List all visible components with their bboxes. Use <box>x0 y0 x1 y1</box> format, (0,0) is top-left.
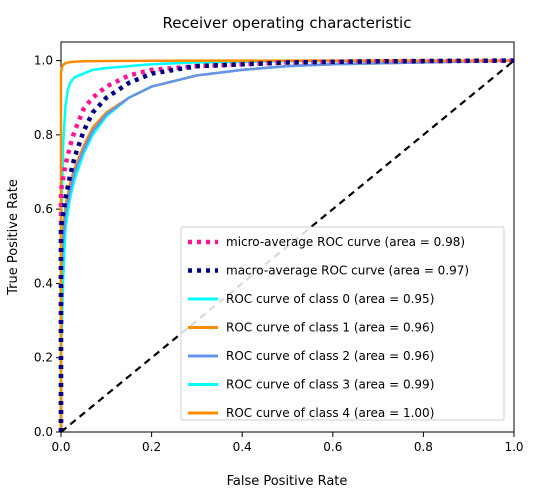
legend-label-0: micro-average ROC curve (area = 0.98) <box>226 235 465 249</box>
series-line-0 <box>58 58 515 432</box>
x-tick-label: 0.2 <box>142 440 161 454</box>
legend-label-2: ROC curve of class 0 (area = 0.95) <box>226 292 434 306</box>
y-tick-label: 0.2 <box>34 351 53 365</box>
legend-entries: micro-average ROC curve (area = 0.98) mac… <box>188 235 469 420</box>
legend-label-3: ROC curve of class 1 (area = 0.96) <box>226 321 434 335</box>
y-axis-label: True Positive Rate <box>6 179 21 296</box>
series-line-1 <box>58 58 515 432</box>
series-line-4 <box>59 59 515 432</box>
x-tick-label: 0.0 <box>51 440 70 454</box>
legend-label-1: macro-average ROC curve (area = 0.97) <box>226 264 469 278</box>
y-tick-label: 0.0 <box>34 425 53 439</box>
y-axis-ticks: 0.0 0.2 0.4 0.6 0.8 1.0 <box>34 54 61 439</box>
x-axis-label: False Positive Rate <box>227 474 348 489</box>
x-tick-label: 1.0 <box>504 440 523 454</box>
series-line-6 <box>59 59 514 432</box>
x-tick-label: 0.8 <box>414 440 433 454</box>
legend-label-6: ROC curve of class 4 (area = 1.00) <box>226 406 434 420</box>
x-tick-label: 0.4 <box>233 440 252 454</box>
y-tick-label: 0.4 <box>34 276 53 290</box>
y-tick-label: 1.0 <box>34 54 53 68</box>
legend-box <box>180 226 505 421</box>
x-axis-ticks: 0.0 0.2 0.4 0.6 0.8 1.0 <box>51 432 524 454</box>
legend-label-5: ROC curve of class 3 (area = 0.99) <box>226 378 434 392</box>
legend-label-4: ROC curve of class 2 (area = 0.96) <box>226 349 434 363</box>
y-tick-label: 0.8 <box>34 128 53 142</box>
series-layer <box>58 58 515 432</box>
y-tick-label: 0.6 <box>34 202 53 216</box>
series-line-5 <box>59 59 515 432</box>
chart-title: Receiver operating characteristic <box>163 14 412 32</box>
x-tick-label: 0.6 <box>323 440 342 454</box>
legend: micro-average ROC curve (area = 0.98) mac… <box>180 226 505 421</box>
